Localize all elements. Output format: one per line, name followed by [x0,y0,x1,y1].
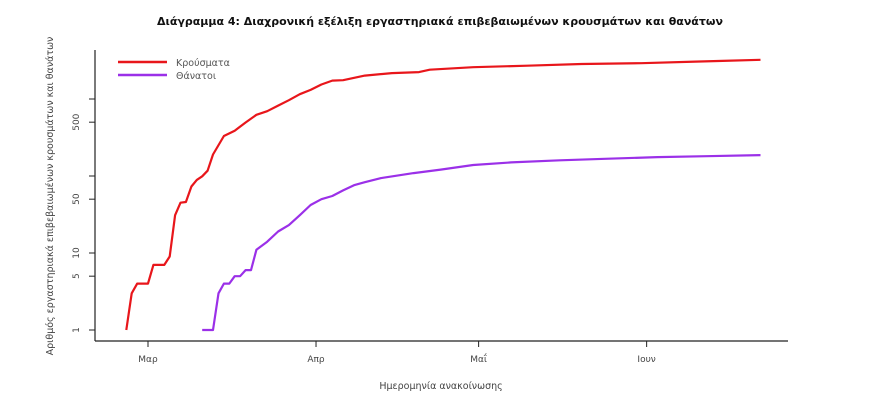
y-tick-label: 10 [72,247,82,259]
x-tick-label: Ιουν [637,355,655,365]
y-axis-label: Αριθμός εργαστηριακά επιβεβαιωμένων κρου… [45,37,56,356]
x-axis-label: Ημερομηνία ανακοίνωσης [379,381,502,392]
series-line-cases [125,58,761,331]
x-tick-label: Μαρ [138,355,158,365]
chart-title: Διάγραμμα 4: Διαχρονική εξέλιξη εργαστηρ… [157,15,723,28]
y-tick-label: 5 [72,273,82,279]
y-tick-label: 50 [72,193,82,205]
x-tick-label: Απρ [307,355,325,365]
legend-label-deaths: Θάνατοι [176,71,216,82]
y-tick-label: 500 [72,113,82,130]
legend: Κρούσματα Θάνατοι [118,58,230,82]
y-tick-label: 1 [72,327,82,333]
series-line-deaths [202,154,761,332]
x-tick-label: Μαΐ [470,353,487,365]
legend-label-cases: Κρούσματα [176,58,230,69]
